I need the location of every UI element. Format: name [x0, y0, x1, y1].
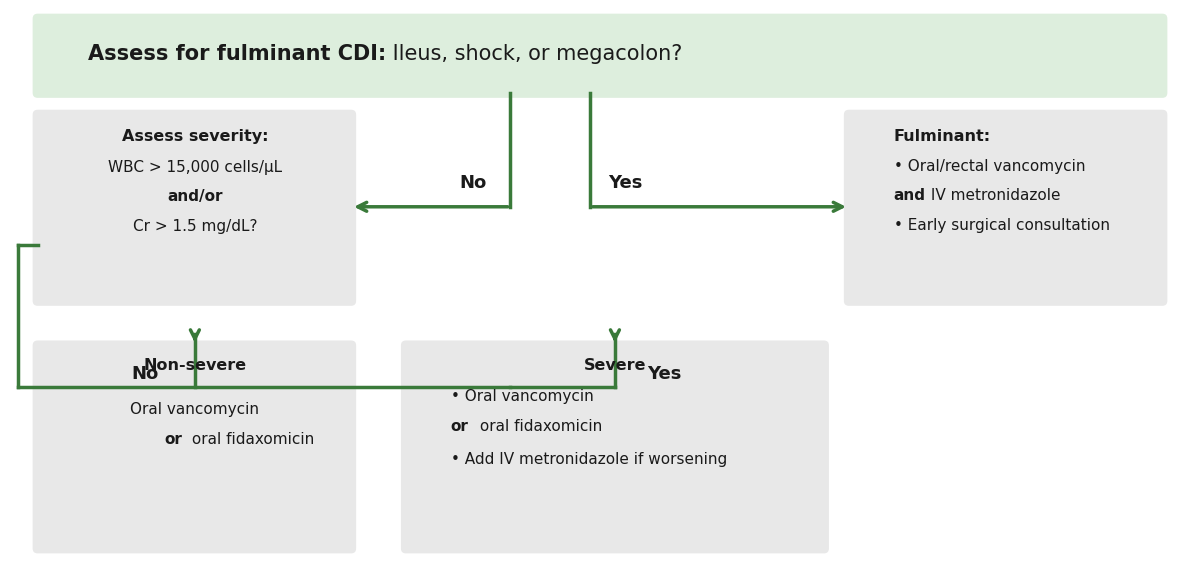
Text: oral fidaxomicin: oral fidaxomicin	[474, 419, 602, 434]
Text: Oral vancomycin: Oral vancomycin	[131, 402, 259, 417]
Text: and/or: and/or	[167, 190, 223, 205]
Text: Assess severity:: Assess severity:	[121, 129, 268, 144]
FancyBboxPatch shape	[401, 340, 829, 554]
Text: IV metronidazole: IV metronidazole	[926, 189, 1061, 203]
Text: Ileus, shock, or megacolon?: Ileus, shock, or megacolon?	[386, 44, 683, 64]
Text: No: No	[132, 365, 158, 383]
Text: Non-severe: Non-severe	[143, 358, 246, 372]
Text: or: or	[164, 432, 182, 447]
Text: • Oral vancomycin: • Oral vancomycin	[451, 390, 594, 405]
Text: • Oral/rectal vancomycin: • Oral/rectal vancomycin	[894, 159, 1085, 174]
Text: Assess for fulminant CDI:: Assess for fulminant CDI:	[88, 44, 386, 64]
FancyBboxPatch shape	[32, 14, 1168, 98]
Text: • Add IV metronidazole if worsening: • Add IV metronidazole if worsening	[451, 452, 727, 467]
Text: and: and	[894, 189, 925, 203]
Text: Yes: Yes	[648, 365, 682, 383]
Text: WBC > 15,000 cells/μL: WBC > 15,000 cells/μL	[108, 160, 282, 175]
Text: oral fidaxomicin: oral fidaxomicin	[187, 432, 314, 447]
FancyBboxPatch shape	[32, 340, 356, 554]
Text: Yes: Yes	[607, 174, 642, 192]
Text: or: or	[451, 419, 468, 434]
FancyBboxPatch shape	[32, 110, 356, 306]
FancyBboxPatch shape	[844, 110, 1168, 306]
Text: Fulminant:: Fulminant:	[894, 129, 991, 144]
Text: Severe: Severe	[583, 358, 646, 372]
Text: • Early surgical consultation: • Early surgical consultation	[894, 218, 1110, 233]
Text: No: No	[458, 174, 486, 192]
Text: Cr > 1.5 mg/dL?: Cr > 1.5 mg/dL?	[133, 219, 257, 234]
